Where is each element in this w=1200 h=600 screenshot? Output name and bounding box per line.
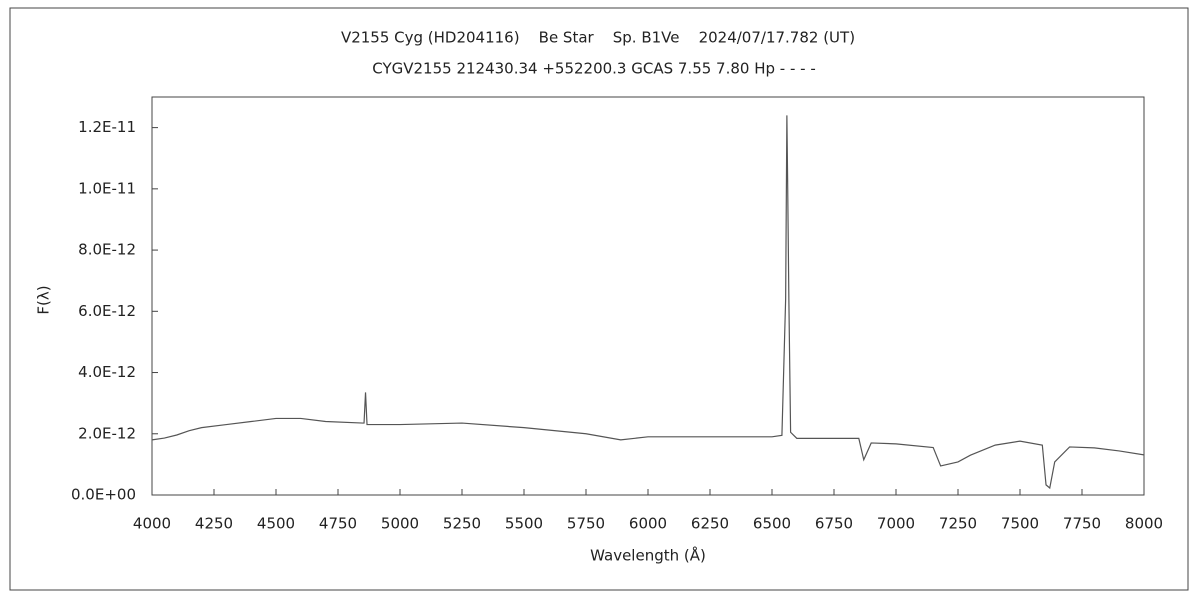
x-tick-label: 5500: [505, 515, 543, 533]
y-axis-label: F(λ): [35, 285, 53, 314]
y-tick-label: 4.0E-12: [78, 363, 136, 381]
x-tick-label: 6500: [753, 515, 791, 533]
chart-frame: [9, 7, 1189, 591]
plot-frame: [151, 96, 1145, 496]
x-tick-label: 5750: [567, 515, 605, 533]
chart-title: V2155 Cyg (HD204116) Be Star Sp. B1Ve 20…: [341, 29, 855, 47]
x-tick-label: 7250: [939, 515, 977, 533]
x-tick-label: 4000: [133, 515, 171, 533]
x-tick-label: 7500: [1001, 515, 1039, 533]
y-tick-label: 1.2E-11: [78, 118, 136, 136]
spectrum-line: [151, 115, 1145, 490]
y-tick-label: 0.0E+00: [71, 486, 136, 504]
chart-subtitle: CYGV2155 212430.34 +552200.3 GCAS 7.55 7…: [372, 60, 816, 78]
y-tick-label: 6.0E-12: [78, 302, 136, 320]
x-tick-label: 6750: [815, 515, 853, 533]
x-axis-label: Wavelength (Å): [590, 546, 706, 565]
x-tick-label: 7000: [877, 515, 915, 533]
x-tick-label: 4750: [319, 515, 357, 533]
y-tick-label: 2.0E-12: [78, 424, 136, 442]
x-tick-label: 7750: [1063, 515, 1101, 533]
x-tick-label: 4250: [195, 515, 233, 533]
y-tick-label: 8.0E-12: [78, 241, 136, 259]
x-tick-label: 8000: [1125, 515, 1163, 533]
x-tick-label: 4500: [257, 515, 295, 533]
x-tick-label: 5000: [381, 515, 419, 533]
x-tick-label: 6250: [691, 515, 729, 533]
x-tick-label: 5250: [443, 515, 481, 533]
y-tick-label: 1.0E-11: [78, 179, 136, 197]
x-tick-label: 6000: [629, 515, 667, 533]
